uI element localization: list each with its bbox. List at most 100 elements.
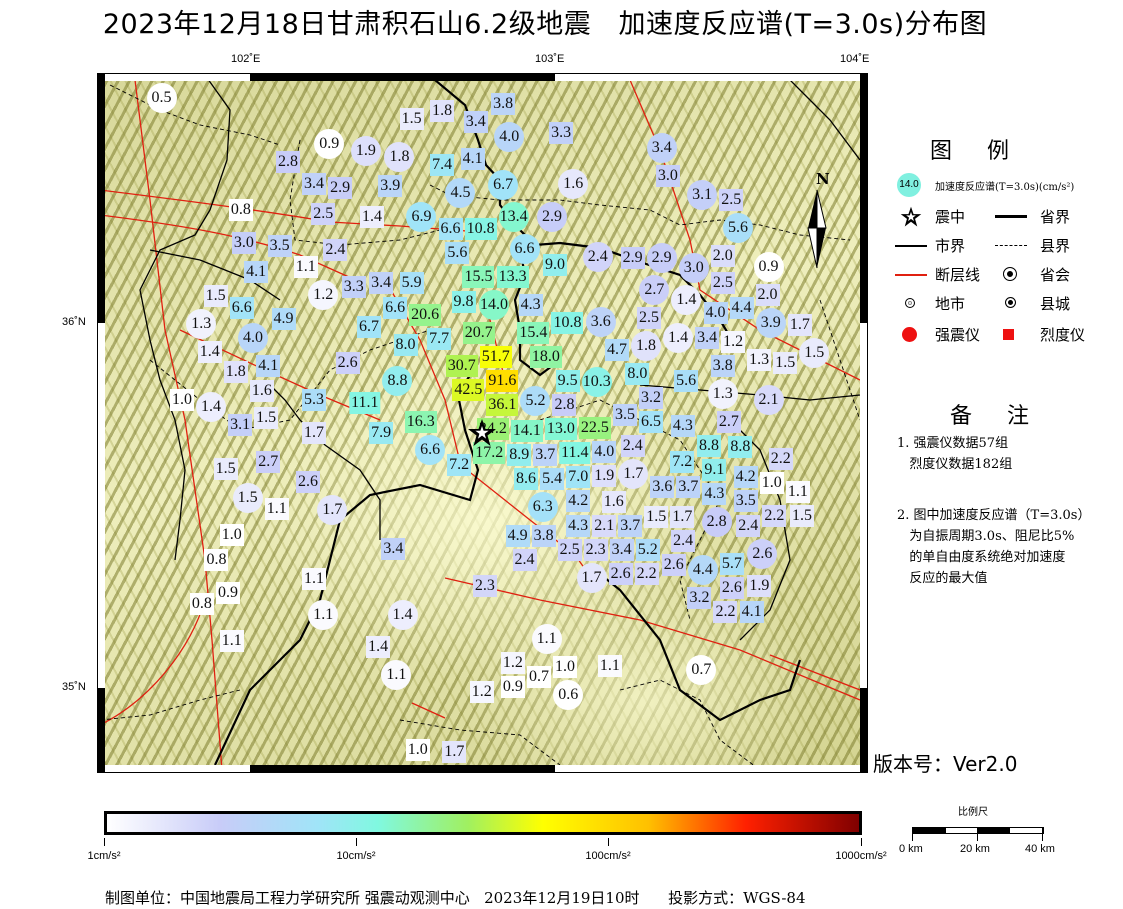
intensity-meter-station[interactable]: 0.9 — [500, 676, 525, 699]
intensity-meter-station[interactable]: 1.0 — [405, 739, 430, 762]
strong-motion-station[interactable]: 0.9 — [753, 252, 784, 283]
intensity-meter-station[interactable]: 1.5 — [213, 458, 238, 480]
intensity-meter-station[interactable]: 2.5 — [719, 189, 744, 212]
intensity-meter-station[interactable]: 5.4 — [540, 468, 565, 491]
intensity-meter-station[interactable]: 4.3 — [566, 514, 591, 537]
map-canvas[interactable]: N 0.5 0.9 1.9 1.8 2.8 3.4 2.9 3.9 0.8 2.5 1.4 3.0 3.… — [105, 81, 860, 765]
intensity-meter-station[interactable]: 4.1 — [244, 260, 269, 283]
intensity-meter-station[interactable]: 2.3 — [472, 574, 497, 597]
intensity-meter-station[interactable]: 13.3 — [496, 265, 529, 288]
strong-motion-station[interactable]: 1.4 — [387, 600, 418, 630]
intensity-meter-station[interactable]: 5.7 — [719, 552, 744, 575]
intensity-meter-station[interactable]: 3.5 — [267, 235, 292, 258]
intensity-meter-station[interactable]: 16.3 — [404, 411, 437, 434]
intensity-meter-station[interactable]: 1.9 — [592, 464, 617, 487]
strong-motion-station[interactable]: 6.3 — [527, 492, 558, 523]
strong-motion-station[interactable]: 1.4 — [671, 285, 702, 316]
intensity-meter-station[interactable]: 1.4 — [360, 206, 384, 229]
intensity-meter-station[interactable]: 30.7 — [445, 354, 478, 377]
intensity-meter-station[interactable]: 20.7 — [462, 321, 495, 344]
intensity-meter-station[interactable]: 2.6 — [295, 471, 320, 494]
intensity-meter-station[interactable]: 0.8 — [204, 549, 229, 572]
intensity-meter-station[interactable]: 2.5 — [557, 538, 582, 561]
strong-motion-station[interactable]: 3.9 — [755, 308, 786, 339]
intensity-meter-station[interactable]: 2.7 — [256, 450, 281, 473]
strong-motion-station[interactable]: 3.0 — [678, 252, 709, 283]
intensity-meter-station[interactable]: 4.0 — [703, 302, 728, 325]
strong-motion-station[interactable]: 1.9 — [350, 136, 381, 167]
intensity-meter-station[interactable]: 2.8 — [276, 151, 300, 174]
strong-motion-station[interactable]: 1.3 — [707, 378, 738, 409]
intensity-meter-station[interactable]: 14.1 — [510, 420, 543, 443]
intensity-meter-station[interactable]: 1.0 — [553, 656, 578, 679]
strong-motion-station[interactable]: 0.7 — [686, 654, 717, 685]
intensity-meter-station[interactable]: 4.2 — [733, 466, 758, 489]
strong-motion-station[interactable]: 0.9 — [314, 129, 345, 160]
intensity-meter-station[interactable]: 6.7 — [356, 315, 381, 338]
intensity-meter-station[interactable]: 4.2 — [566, 490, 591, 513]
intensity-meter-station[interactable]: 10.8 — [464, 217, 497, 240]
strong-motion-station[interactable]: 6.9 — [406, 202, 437, 233]
intensity-meter-station[interactable]: 5.2 — [635, 538, 660, 561]
intensity-meter-station[interactable]: 1.2 — [500, 652, 525, 675]
intensity-meter-station[interactable]: 6.6 — [383, 297, 408, 320]
strong-motion-station[interactable]: 5.6 — [723, 213, 753, 244]
intensity-meter-station[interactable]: 1.1 — [293, 255, 318, 278]
strong-motion-station[interactable]: 1.2 — [308, 280, 339, 311]
intensity-meter-station[interactable]: 2.5 — [710, 271, 735, 294]
strong-motion-station[interactable]: 2.9 — [536, 201, 567, 232]
intensity-meter-station[interactable]: 5.9 — [399, 271, 424, 294]
intensity-meter-station[interactable]: 2.1 — [592, 514, 617, 537]
intensity-meter-station[interactable]: 36.1 — [486, 393, 519, 416]
intensity-meter-station[interactable]: 3.4 — [609, 538, 634, 561]
intensity-meter-station[interactable]: 4.3 — [518, 293, 543, 316]
strong-motion-station[interactable]: 2.8 — [701, 507, 732, 537]
intensity-meter-station[interactable]: 4.1 — [460, 147, 485, 170]
intensity-meter-station[interactable]: 3.4 — [695, 326, 720, 349]
intensity-meter-station[interactable]: 2.0 — [710, 245, 735, 268]
strong-motion-station[interactable]: 1.1 — [381, 659, 412, 690]
intensity-meter-station[interactable]: 3.2 — [687, 587, 712, 610]
intensity-meter-station[interactable]: 4.1 — [739, 601, 764, 624]
intensity-meter-station[interactable]: 2.4 — [512, 548, 537, 571]
intensity-meter-station[interactable]: 4.9 — [271, 308, 296, 331]
intensity-meter-station[interactable]: 7.0 — [566, 466, 591, 489]
intensity-meter-station[interactable]: 2.5 — [311, 202, 336, 225]
intensity-meter-station[interactable]: 5.6 — [445, 241, 470, 264]
intensity-meter-station[interactable]: 2.6 — [335, 352, 360, 375]
intensity-meter-station[interactable]: 2.4 — [323, 239, 348, 261]
intensity-meter-station[interactable]: 4.4 — [729, 297, 754, 320]
intensity-meter-station[interactable]: 2.0 — [755, 284, 780, 307]
strong-motion-station[interactable]: 2.4 — [582, 242, 613, 273]
intensity-meter-station[interactable]: 8.9 — [507, 444, 532, 467]
intensity-meter-station[interactable]: 15.5 — [462, 265, 495, 288]
intensity-meter-station[interactable]: 3.6 — [650, 476, 675, 499]
intensity-meter-station[interactable]: 1.7 — [787, 314, 812, 337]
intensity-meter-station[interactable]: 7.7 — [427, 327, 452, 350]
intensity-meter-station[interactable]: 7.4 — [430, 153, 455, 176]
intensity-meter-station[interactable]: 3.8 — [710, 354, 735, 377]
strong-motion-station[interactable]: 4.0 — [238, 323, 269, 354]
intensity-meter-station[interactable]: 3.7 — [618, 514, 643, 537]
strong-motion-station[interactable]: 4.4 — [687, 554, 718, 585]
intensity-meter-station[interactable]: 1.8 — [430, 100, 455, 123]
intensity-meter-station[interactable]: 4.0 — [592, 440, 617, 463]
intensity-meter-station[interactable]: 3.4 — [381, 538, 406, 561]
intensity-meter-station[interactable]: 1.5 — [399, 107, 424, 130]
intensity-meter-station[interactable]: 2.2 — [768, 447, 793, 470]
intensity-meter-station[interactable]: 6.6 — [229, 297, 254, 320]
intensity-meter-station[interactable]: 1.1 — [264, 498, 289, 521]
strong-motion-station[interactable]: 8.8 — [382, 366, 413, 397]
strong-motion-station[interactable]: 1.6 — [558, 169, 589, 200]
intensity-meter-station[interactable]: 1.1 — [302, 567, 327, 590]
intensity-meter-station[interactable]: 1.3 — [747, 348, 772, 371]
intensity-meter-station[interactable]: 13.0 — [544, 418, 577, 441]
intensity-meter-station[interactable]: 2.2 — [713, 601, 738, 624]
intensity-meter-station[interactable]: 42.5 — [452, 378, 485, 401]
strong-motion-station[interactable]: 1.3 — [186, 309, 217, 340]
intensity-meter-station[interactable]: 10.8 — [551, 312, 584, 334]
intensity-meter-station[interactable]: 1.7 — [670, 505, 695, 528]
strong-motion-station[interactable]: 1.4 — [663, 322, 694, 353]
intensity-meter-station[interactable]: 4.9 — [505, 524, 530, 547]
strong-motion-station[interactable]: 2.9 — [646, 242, 677, 273]
